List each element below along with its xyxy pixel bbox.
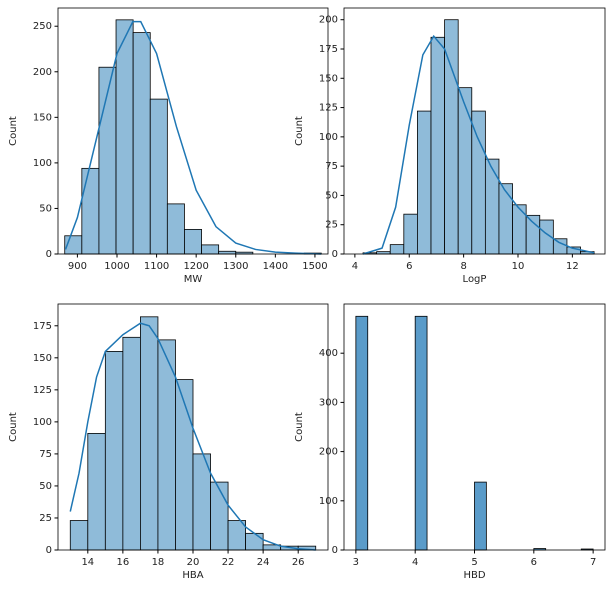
y-tick-label: 125: [319, 103, 338, 114]
y-tick-label: 0: [46, 545, 52, 556]
axes-frame: [57, 7, 329, 255]
bar: [498, 183, 513, 255]
bar: [149, 98, 168, 255]
x-axis-label: HBD: [463, 570, 485, 581]
x-axis-label: LogP: [463, 274, 487, 285]
x-tick-label: 1400: [263, 261, 288, 272]
axes-frame: [343, 7, 606, 255]
y-tick-label: 300: [319, 397, 338, 408]
kde-line: [362, 34, 595, 255]
x-axis-label: MW: [184, 274, 203, 285]
y-tick-label: 75: [39, 449, 52, 460]
y-tick-label: 200: [319, 15, 338, 26]
x-tick-label: 1100: [144, 261, 169, 272]
x-tick-label: 10: [512, 261, 525, 272]
x-tick-label: 26: [292, 557, 305, 568]
bar: [484, 158, 500, 255]
y-tick-label: 100: [319, 496, 338, 507]
y-axis-label: Count: [8, 412, 19, 442]
bar: [474, 481, 487, 551]
y-axis-label: Count: [294, 412, 305, 442]
x-tick-label: 20: [187, 557, 200, 568]
bar: [403, 213, 418, 255]
x-tick-label: 1500: [302, 261, 327, 272]
bar: [245, 532, 264, 551]
bar: [87, 433, 106, 551]
y-tick-label: 150: [33, 112, 52, 123]
y-tick-label: 25: [325, 220, 338, 231]
bar: [417, 110, 432, 255]
y-tick-label: 100: [33, 158, 52, 169]
bar: [175, 379, 194, 551]
bar: [69, 520, 89, 551]
x-tick-label: 1000: [104, 261, 129, 272]
y-tick-label: 0: [332, 249, 338, 260]
y-tick-label: 100: [319, 132, 338, 143]
bar: [389, 244, 405, 255]
x-tick-label: 3: [353, 557, 359, 568]
bar: [166, 203, 185, 255]
bar: [122, 336, 141, 551]
x-tick-label: 14: [81, 557, 94, 568]
bar: [201, 244, 220, 255]
y-tick-label: 400: [319, 348, 338, 359]
bar: [115, 19, 134, 255]
y-tick-label: 175: [33, 321, 52, 332]
x-tick-label: 6: [531, 557, 537, 568]
y-tick-label: 50: [39, 481, 52, 492]
y-tick-label: 75: [325, 161, 338, 172]
x-tick-label: 6: [406, 261, 412, 272]
x-tick-label: 8: [460, 261, 466, 272]
y-tick-label: 125: [33, 385, 52, 396]
bar: [140, 316, 159, 551]
x-tick-label: 16: [117, 557, 130, 568]
x-tick-label: 1300: [223, 261, 248, 272]
y-tick-label: 25: [39, 513, 52, 524]
x-tick-label: 5: [471, 557, 477, 568]
kde-line: [69, 322, 316, 551]
y-tick-label: 200: [319, 447, 338, 458]
x-tick-label: 1200: [183, 261, 208, 272]
y-tick-label: 0: [332, 545, 338, 556]
y-axis-label: Count: [8, 116, 19, 146]
y-tick-label: 250: [33, 21, 52, 32]
bar: [457, 87, 473, 255]
bar: [355, 315, 369, 551]
y-axis-label: Count: [294, 116, 305, 146]
bar: [414, 315, 428, 551]
x-tick-label: 22: [222, 557, 235, 568]
bar: [512, 204, 527, 255]
kde-line: [64, 20, 322, 255]
bar: [552, 238, 568, 255]
bar: [132, 32, 151, 255]
x-tick-label: 7: [590, 557, 596, 568]
y-tick-label: 0: [46, 249, 52, 260]
bar: [430, 36, 445, 255]
x-tick-label: 900: [68, 261, 87, 272]
bar: [184, 228, 202, 255]
x-tick-label: 4: [352, 261, 358, 272]
x-tick-label: 12: [566, 261, 579, 272]
bar: [525, 214, 541, 255]
bar: [104, 351, 124, 551]
y-tick-label: 150: [33, 353, 52, 364]
y-tick-label: 100: [33, 417, 52, 428]
bar: [227, 520, 246, 551]
bar: [218, 250, 237, 255]
y-tick-label: 50: [325, 190, 338, 201]
y-tick-label: 200: [33, 67, 52, 78]
x-tick-label: 24: [257, 557, 270, 568]
bar: [210, 481, 229, 551]
y-tick-label: 50: [39, 203, 52, 214]
x-tick-label: 18: [152, 557, 165, 568]
x-tick-label: 4: [412, 557, 418, 568]
bar: [81, 167, 100, 255]
y-tick-label: 175: [319, 44, 338, 55]
bar: [471, 110, 486, 255]
y-tick-label: 150: [319, 73, 338, 84]
x-axis-label: HBA: [182, 570, 203, 581]
